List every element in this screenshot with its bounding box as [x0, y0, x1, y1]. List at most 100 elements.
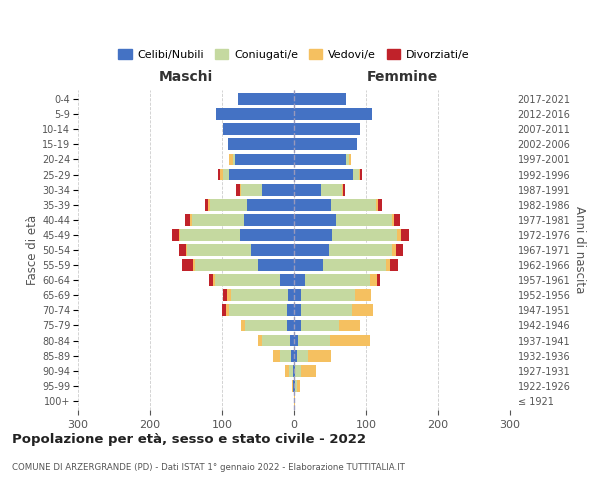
Bar: [297, 350, 308, 362]
Bar: [294, 380, 295, 392]
Bar: [240, 229, 294, 241]
Bar: [294, 124, 360, 135]
Bar: [236, 184, 240, 196]
Bar: [294, 304, 301, 316]
Bar: [386, 259, 390, 271]
Bar: [323, 259, 386, 271]
Bar: [297, 380, 301, 392]
Bar: [288, 290, 294, 301]
Bar: [210, 199, 247, 210]
Bar: [287, 304, 294, 316]
Bar: [294, 168, 353, 180]
Bar: [190, 214, 192, 226]
Bar: [359, 168, 360, 180]
Bar: [378, 199, 382, 210]
Bar: [301, 304, 352, 316]
Bar: [346, 154, 349, 166]
Bar: [294, 138, 358, 150]
Bar: [294, 108, 372, 120]
Bar: [292, 380, 293, 392]
Bar: [394, 214, 400, 226]
Bar: [395, 244, 403, 256]
Bar: [308, 350, 331, 362]
Bar: [390, 259, 398, 271]
Y-axis label: Anni di nascita: Anni di nascita: [574, 206, 586, 294]
Bar: [226, 304, 229, 316]
Bar: [294, 365, 295, 376]
Bar: [294, 259, 323, 271]
Bar: [179, 229, 180, 241]
Bar: [222, 304, 226, 316]
Bar: [209, 274, 212, 286]
Bar: [229, 154, 233, 166]
Bar: [182, 259, 193, 271]
Bar: [341, 184, 343, 196]
Bar: [377, 274, 380, 286]
Bar: [258, 334, 262, 346]
Bar: [294, 395, 295, 407]
Bar: [294, 350, 297, 362]
Bar: [295, 365, 301, 376]
Bar: [179, 244, 186, 256]
Bar: [370, 274, 377, 286]
Bar: [223, 124, 294, 135]
Bar: [294, 290, 301, 301]
Bar: [258, 259, 294, 271]
Bar: [360, 168, 362, 180]
Bar: [294, 274, 305, 286]
Text: COMUNE DI ARZERGRANDE (PD) - Dati ISTAT 1° gennaio 2022 - Elaborazione TUTTITALI: COMUNE DI ARZERGRANDE (PD) - Dati ISTAT …: [12, 462, 405, 471]
Y-axis label: Fasce di età: Fasce di età: [26, 215, 39, 285]
Bar: [294, 199, 331, 210]
Text: Popolazione per età, sesso e stato civile - 2022: Popolazione per età, sesso e stato civil…: [12, 432, 366, 446]
Bar: [294, 184, 322, 196]
Bar: [330, 334, 370, 346]
Bar: [289, 365, 293, 376]
Bar: [287, 320, 294, 332]
Bar: [349, 154, 351, 166]
Bar: [186, 244, 187, 256]
Bar: [180, 229, 240, 241]
Bar: [294, 320, 301, 332]
Bar: [401, 229, 409, 241]
Bar: [185, 214, 190, 226]
Bar: [251, 244, 294, 256]
Bar: [280, 350, 291, 362]
Bar: [294, 93, 346, 105]
Bar: [295, 380, 297, 392]
Bar: [230, 290, 288, 301]
Bar: [228, 138, 294, 150]
Bar: [294, 334, 298, 346]
Bar: [240, 184, 241, 196]
Bar: [338, 320, 360, 332]
Bar: [241, 320, 245, 332]
Bar: [223, 168, 229, 180]
Bar: [291, 350, 294, 362]
Bar: [322, 184, 341, 196]
Bar: [280, 274, 294, 286]
Bar: [244, 214, 294, 226]
Bar: [247, 199, 294, 210]
Bar: [205, 199, 208, 210]
Bar: [273, 350, 280, 362]
Bar: [355, 290, 371, 301]
Bar: [392, 214, 394, 226]
Bar: [245, 320, 287, 332]
Bar: [241, 184, 262, 196]
Bar: [193, 259, 194, 271]
Text: Femmine: Femmine: [367, 70, 437, 84]
Bar: [194, 259, 258, 271]
Bar: [212, 274, 215, 286]
Bar: [172, 229, 179, 241]
Bar: [229, 304, 287, 316]
Bar: [332, 229, 397, 241]
Bar: [293, 365, 294, 376]
Text: Maschi: Maschi: [159, 70, 213, 84]
Bar: [352, 304, 373, 316]
Bar: [301, 365, 316, 376]
Bar: [218, 168, 220, 180]
Bar: [376, 199, 378, 210]
Bar: [294, 244, 329, 256]
Bar: [353, 168, 359, 180]
Bar: [336, 214, 392, 226]
Bar: [298, 334, 330, 346]
